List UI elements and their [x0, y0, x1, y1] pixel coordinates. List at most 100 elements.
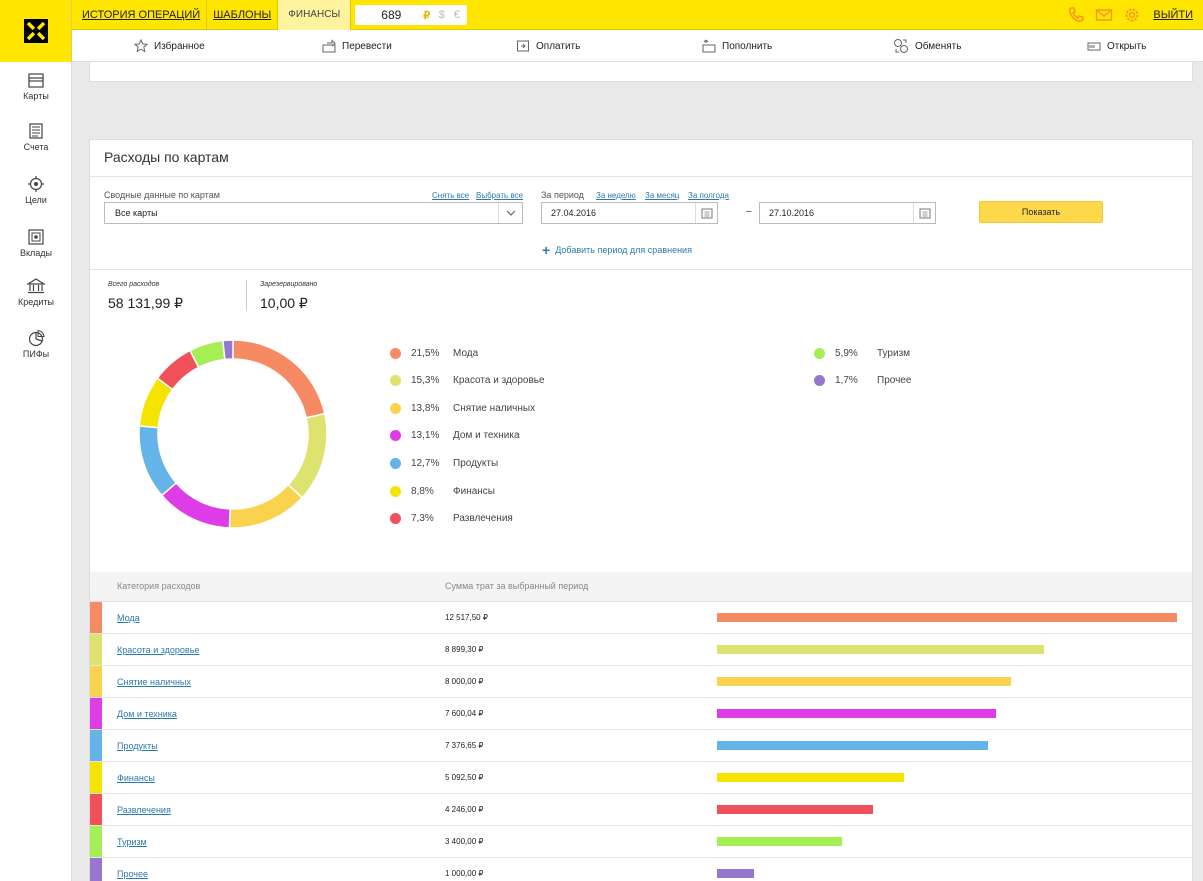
currency-rub[interactable]: ₽: [423, 9, 431, 22]
sidebar-item-funds[interactable]: ПИФы: [0, 329, 72, 359]
legend-dot: [390, 430, 401, 442]
bank-icon: [27, 278, 45, 294]
balance-amount: 689: [381, 8, 402, 22]
phone-icon[interactable]: [1067, 6, 1085, 24]
exit-link[interactable]: ВЫЙТИ: [1153, 9, 1193, 21]
expenses-donut-chart: [138, 339, 328, 529]
previous-card: [89, 62, 1193, 82]
category-link[interactable]: Продукты: [117, 741, 158, 751]
table-row: Продукты 7 376,65 ₽: [90, 730, 1192, 762]
date-from-field[interactable]: 27.04.2016: [541, 202, 718, 224]
sidebar-label-funds: ПИФы: [22, 349, 50, 359]
category-link[interactable]: Развлечения: [117, 805, 171, 815]
favorites-action[interactable]: Избранное: [134, 30, 205, 62]
period-label: За период: [541, 190, 584, 200]
finance-tab[interactable]: ФИНАНСЫ: [278, 0, 352, 30]
legend-label: Прочее: [877, 375, 912, 387]
select-all-link[interactable]: Выбрать все: [476, 191, 524, 200]
amount-value: 3 400,00 ₽: [445, 837, 484, 846]
topup-action[interactable]: Пополнить: [702, 30, 772, 62]
table-row: Дом и техника 7 600,04 ₽: [90, 698, 1192, 730]
amount-bar: [717, 773, 904, 782]
chevron-down-icon[interactable]: [498, 203, 522, 223]
legend-label: Мода: [453, 347, 479, 359]
category-link[interactable]: Прочее: [117, 869, 148, 879]
currency-eur[interactable]: €: [453, 9, 460, 21]
cards-select[interactable]: Все карты: [104, 202, 523, 224]
date-from-value: 27.04.2016: [551, 208, 597, 218]
amount-value: 8 899,30 ₽: [445, 645, 484, 654]
deselect-all-link[interactable]: Снять все: [432, 191, 470, 200]
donut-slice-0[interactable]: [232, 339, 326, 419]
amount-value: 12 517,50 ₽: [445, 613, 488, 622]
amount-bar: [717, 805, 873, 814]
donut-slice-4[interactable]: [138, 425, 178, 497]
top-bar: ИСТОРИЯ ОПЕРАЦИЙ ШАБЛОНЫ ФИНАНСЫ 689 ₽ $…: [0, 0, 1203, 30]
table-row: Туризм 3 400,00 ₽: [90, 826, 1192, 858]
donut-slice-2[interactable]: [228, 483, 304, 529]
row-color-stripe: [90, 666, 102, 697]
amount-bar: [717, 613, 1177, 622]
calendar-icon[interactable]: [695, 203, 717, 223]
open-icon: [1087, 42, 1101, 51]
mail-icon[interactable]: [1095, 6, 1113, 24]
topup-icon: [702, 39, 716, 53]
legend-label: Туризм: [877, 347, 911, 359]
sidebar-item-accounts[interactable]: Счета: [0, 122, 72, 152]
templates-link[interactable]: ШАБЛОНЫ: [207, 0, 279, 30]
gear-icon[interactable]: [1123, 6, 1141, 24]
add-period-link[interactable]: + Добавить период для сравнения: [542, 242, 692, 258]
table-row: Красота и здоровье 8 899,30 ₽: [90, 634, 1192, 666]
sidebar: Карты Счета Цели Вклады Кредиты ПИФы: [0, 62, 72, 881]
topup-label: Пополнить: [722, 40, 773, 52]
legend-dot: [390, 485, 401, 497]
sidebar-item-deposits[interactable]: Вклады: [0, 228, 72, 258]
category-link[interactable]: Красота и здоровье: [117, 645, 200, 655]
transfer-action[interactable]: Перевести: [322, 30, 392, 62]
pay-action[interactable]: Оплатить: [516, 30, 580, 62]
legend-percent: 13,1%: [411, 430, 440, 442]
legend-item: 12,7% Продукты: [390, 456, 498, 470]
total-spent-label: Всего расходов: [108, 281, 160, 288]
amount-bar: [717, 645, 1044, 654]
transfer-icon: [322, 39, 336, 53]
donut-slice-8[interactable]: [222, 339, 234, 361]
exchange-action[interactable]: Обменять: [893, 30, 961, 62]
legend-percent: 1,7%: [835, 375, 858, 387]
legend-percent: 21,5%: [411, 347, 440, 359]
show-button[interactable]: Показать: [979, 201, 1103, 223]
calendar-icon[interactable]: [913, 203, 935, 223]
bank-logo[interactable]: [0, 0, 72, 62]
date-to-value: 27.10.2016: [769, 208, 815, 218]
category-link[interactable]: Финансы: [117, 773, 155, 783]
cards-icon: [28, 73, 44, 88]
amount-value: 7 600,04 ₽: [445, 709, 484, 718]
row-color-stripe: [90, 730, 102, 761]
table-row: Прочее 1 000,00 ₽: [90, 858, 1192, 881]
legend-percent: 15,3%: [411, 375, 440, 387]
sidebar-item-cards[interactable]: Карты: [0, 71, 72, 101]
col-amount-header: Сумма трат за выбранный период: [445, 581, 589, 591]
donut-slice-1[interactable]: [287, 412, 328, 499]
balance-widget[interactable]: 689 ₽ $ €: [355, 5, 468, 25]
sidebar-label-deposits: Вклады: [19, 248, 53, 258]
transfer-label: Перевести: [342, 40, 392, 52]
sidebar-label-goals: Цели: [25, 195, 47, 205]
category-link[interactable]: Туризм: [117, 837, 147, 847]
currency-usd[interactable]: $: [438, 9, 445, 21]
legend-percent: 12,7%: [411, 457, 440, 469]
category-link[interactable]: Дом и техника: [117, 709, 177, 719]
week-link[interactable]: За неделю: [596, 191, 636, 200]
category-link[interactable]: Снятие наличных: [117, 677, 191, 687]
legend-percent: 7,3%: [411, 513, 434, 525]
date-to-field[interactable]: 27.10.2016: [759, 202, 936, 224]
history-link[interactable]: ИСТОРИЯ ОПЕРАЦИЙ: [76, 0, 208, 30]
month-link[interactable]: За месяц: [645, 191, 680, 200]
donut-slice-3[interactable]: [160, 481, 231, 529]
half-year-link[interactable]: За полгода: [688, 191, 729, 200]
sidebar-item-goals[interactable]: Цели: [0, 175, 72, 205]
sidebar-item-credits[interactable]: Кредиты: [0, 277, 72, 307]
open-action[interactable]: Открыть: [1087, 30, 1146, 62]
category-link[interactable]: Мода: [117, 613, 140, 623]
amount-bar: [717, 837, 842, 846]
